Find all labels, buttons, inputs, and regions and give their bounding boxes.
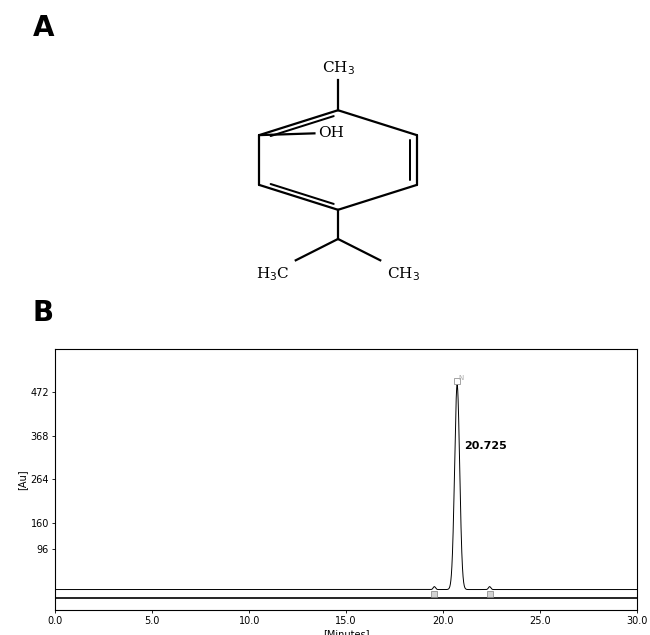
X-axis label: [Minutes]: [Minutes] [323, 629, 369, 635]
Text: H$_3$C: H$_3$C [256, 265, 289, 283]
Text: A: A [32, 14, 54, 42]
Text: OH: OH [318, 126, 344, 140]
Text: 20.725: 20.725 [464, 441, 507, 451]
Text: B: B [32, 299, 53, 327]
Text: CH$_3$: CH$_3$ [387, 265, 420, 283]
Y-axis label: [Au]: [Au] [18, 469, 27, 490]
Text: N: N [458, 375, 463, 380]
Text: CH$_3$: CH$_3$ [322, 60, 354, 77]
